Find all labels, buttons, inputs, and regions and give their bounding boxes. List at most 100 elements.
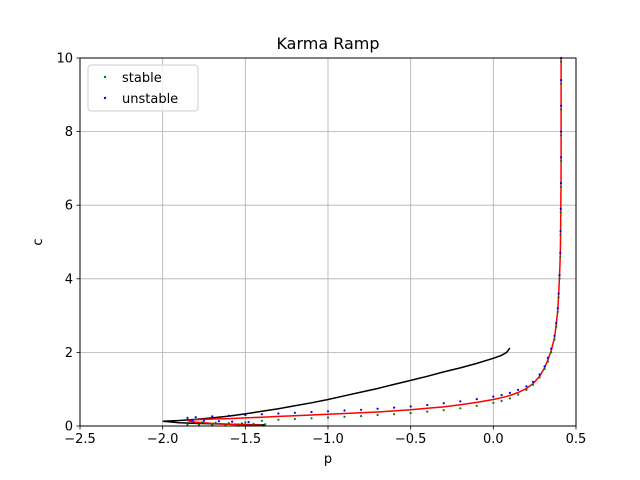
unstable-point	[244, 413, 247, 417]
y-tick-label: 6	[65, 199, 73, 214]
legend-label-unstable: unstable	[122, 92, 178, 107]
x-axis-title: p	[324, 452, 332, 467]
unstable-point	[555, 321, 558, 325]
unstable-point	[525, 385, 528, 388]
stable-point	[559, 255, 562, 258]
stable-point	[560, 134, 563, 137]
stable-point	[531, 383, 535, 386]
stable-point	[442, 409, 445, 412]
unstable-point	[393, 406, 396, 409]
unstable-point	[247, 420, 250, 424]
legend-label-stable: stable	[122, 71, 162, 86]
stable-point	[201, 421, 204, 424]
stable-point	[560, 82, 563, 85]
unstable-point	[343, 409, 346, 412]
stable-point	[500, 399, 503, 403]
unstable-point	[376, 407, 379, 410]
y-tick-label: 2	[65, 346, 73, 361]
stable-point	[326, 416, 330, 419]
stable-point	[475, 404, 478, 407]
unstable-point	[550, 347, 553, 350]
x-tick-label: −2.0	[147, 432, 179, 447]
y-axis-title: c	[31, 238, 46, 245]
stable-point	[538, 376, 541, 379]
unstable-point	[559, 182, 563, 185]
x-tick-label: 0.5	[566, 432, 587, 447]
unstable-point	[277, 412, 280, 415]
stable-point	[343, 415, 346, 418]
stable-point	[310, 417, 313, 420]
stable-point	[558, 277, 561, 280]
stable-point	[197, 423, 201, 426]
unstable-point	[560, 130, 563, 133]
y-tick-label: 10	[56, 52, 73, 67]
unstable-point	[217, 420, 220, 423]
unstable-point	[360, 408, 363, 411]
chart-title: Karma Ramp	[276, 34, 379, 53]
legend-marker-unstable	[103, 96, 107, 100]
stable-point	[409, 412, 412, 415]
stable-point	[517, 393, 520, 396]
stable-point	[557, 296, 560, 299]
unstable-point	[557, 292, 560, 295]
unstable-point	[492, 395, 495, 398]
stable-point	[555, 325, 558, 328]
stable-point	[559, 233, 562, 236]
stable-point	[244, 421, 247, 424]
unstable-point	[231, 420, 234, 423]
stable-point	[186, 423, 189, 426]
stable-point	[559, 211, 562, 214]
stable-point	[550, 351, 553, 354]
stable-point	[393, 413, 396, 416]
stable-point	[293, 417, 296, 421]
stable-point	[376, 413, 379, 417]
unstable-point	[211, 415, 214, 418]
stable-point	[543, 367, 546, 371]
legend: stable unstable	[87, 64, 199, 112]
unstable-point	[559, 251, 562, 255]
unstable-point	[500, 394, 503, 397]
unstable-point	[556, 307, 559, 310]
axis-ticks: −2.5 −2.0 −1.5 −1.0 −0.5 0.0 0.5 0 2 4 6 8 10	[56, 52, 586, 448]
unstable-point	[202, 419, 206, 422]
y-tick-label: 0	[65, 420, 73, 435]
curve-line-3	[187, 58, 562, 427]
stable-point	[214, 421, 217, 424]
stable-point	[264, 423, 267, 426]
stable-point	[553, 338, 556, 341]
unstable-point	[543, 365, 546, 368]
unstable-point	[409, 405, 412, 408]
stable-point	[277, 418, 280, 421]
unstable-point	[559, 229, 562, 233]
unstable-point	[560, 79, 563, 82]
stable-point	[559, 185, 563, 188]
unstable-point	[293, 411, 296, 414]
unstable-point	[227, 414, 230, 417]
stable-point	[252, 422, 255, 425]
unstable-point	[508, 391, 511, 394]
stable-point	[492, 401, 495, 404]
unstable-point	[560, 104, 563, 107]
unstable-point	[260, 413, 263, 416]
plot-series	[162, 56, 563, 427]
unstable-point	[531, 380, 535, 383]
legend-marker-stable	[103, 75, 107, 79]
unstable-point	[553, 334, 556, 337]
x-tick-label: −2.5	[64, 432, 96, 447]
stable-point	[227, 422, 230, 425]
stable-point	[560, 60, 563, 63]
unstable-point	[194, 416, 197, 419]
y-tick-label: 4	[65, 272, 73, 287]
stable-point	[360, 415, 363, 418]
stable-point	[546, 360, 550, 363]
unstable-point	[538, 373, 541, 376]
unstable-point	[191, 419, 194, 422]
curve-line-2	[162, 347, 511, 426]
unstable-point	[475, 398, 478, 401]
unstable-point	[326, 410, 330, 413]
x-tick-label: −1.5	[230, 432, 262, 447]
unstable-point	[310, 410, 313, 414]
stable-point	[556, 310, 559, 313]
stable-point	[508, 397, 511, 400]
